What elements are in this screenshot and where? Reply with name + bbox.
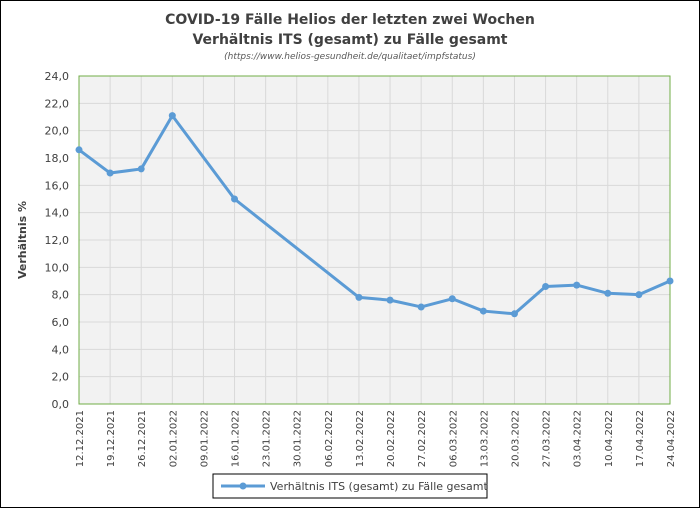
data-point [666,277,674,285]
y-tick-label: 0,0 [52,398,70,411]
legend-marker [239,482,247,490]
data-point [635,291,643,299]
y-tick-label: 18,0 [45,152,70,165]
chart-subtitle: Verhältnis ITS (gesamt) zu Fälle gesamt [192,32,508,48]
x-tick-label: 12.12.2021 [75,410,86,467]
y-axis-label: Verhältnis % [16,201,29,279]
data-point [604,289,612,297]
data-point [448,295,456,303]
y-tick-label: 6,0 [52,316,70,329]
data-point [231,195,239,203]
data-point [106,169,114,177]
x-tick-label: 20.02.2022 [386,410,397,467]
x-tick-label: 10.04.2022 [604,410,615,467]
x-tick-label: 03.04.2022 [573,410,584,467]
x-tick-label: 26.12.2021 [137,410,148,467]
data-point [355,293,363,301]
data-point [137,165,145,173]
legend-label: Verhältnis ITS (gesamt) zu Fälle gesamt [270,480,488,493]
y-tick-label: 24,0 [45,70,70,83]
series-line [78,114,671,316]
y-tick-label: 2,0 [52,371,70,384]
y-tick-label: 10,0 [45,261,70,274]
x-tick-label: 13.03.2022 [479,410,490,467]
y-tick-label: 14,0 [45,207,70,220]
x-tick-label: 23.01.2022 [262,410,273,467]
x-tick-label: 27.02.2022 [417,410,428,467]
data-point [479,307,487,315]
data-point [417,303,425,311]
x-tick-label: 06.03.2022 [448,410,459,467]
chart-source: (https://www.helios-gesundheit.de/qualit… [224,52,476,62]
x-tick-label: 19.12.2021 [106,410,117,467]
x-tick-label: 16.01.2022 [231,410,242,467]
y-tick-label: 4,0 [52,343,70,356]
x-tick-label: 27.03.2022 [542,410,553,467]
x-tick-label: 30.01.2022 [293,410,304,467]
y-tick-label: 8,0 [52,289,70,302]
data-point [168,112,176,120]
x-tick-label: 09.01.2022 [199,410,210,467]
x-tick-label: 17.04.2022 [635,410,646,467]
x-tick-label: 13.02.2022 [355,410,366,467]
data-point [75,146,83,154]
y-tick-label: 20,0 [45,125,70,138]
data-point [573,281,581,289]
y-tick-label: 22,0 [45,97,70,110]
x-tick-label: 20.03.2022 [510,410,521,467]
chart-title: COVID-19 Fälle Helios der letzten zwei W… [165,12,535,28]
x-tick-label: 24.04.2022 [666,410,677,467]
y-tick-label: 12,0 [45,234,70,247]
data-point [542,282,550,290]
data-point [386,296,394,304]
x-tick-label: 02.01.2022 [168,410,179,467]
data-point [510,310,518,318]
plot-border [78,75,671,405]
y-tick-label: 16,0 [45,179,70,192]
x-tick-label: 06.02.2022 [324,410,335,467]
